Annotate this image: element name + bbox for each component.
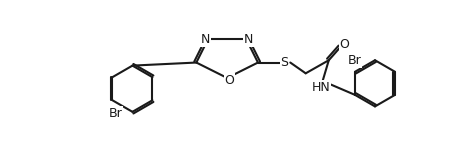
Text: HN: HN — [312, 81, 331, 94]
Text: N: N — [201, 33, 210, 46]
Text: O: O — [225, 74, 234, 87]
Text: S: S — [280, 56, 288, 69]
Text: O: O — [339, 38, 349, 51]
Text: Br: Br — [109, 107, 122, 120]
Text: N: N — [244, 33, 253, 46]
Text: Br: Br — [348, 54, 362, 67]
